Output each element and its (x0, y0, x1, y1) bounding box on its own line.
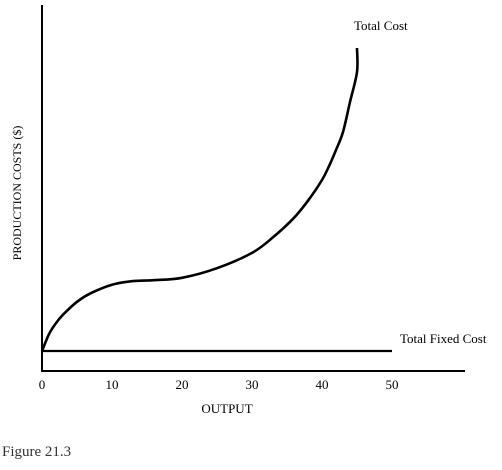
x-tick-label: 40 (316, 377, 329, 392)
figure-caption: Figure 21.3 (2, 444, 72, 460)
x-tick-label: 10 (106, 377, 119, 392)
series-label-total-cost: Total Cost (354, 18, 408, 33)
x-tick-labels: 0 10 20 30 40 50 (39, 377, 399, 392)
x-tick-label: 20 (176, 377, 189, 392)
x-tick-label: 30 (246, 377, 259, 392)
y-axis-label: PRODUCTION COSTS ($) (10, 126, 24, 261)
series-line-total-cost (40, 47, 359, 352)
series-label-total-fixed-cost: Total Fixed Cost (400, 331, 487, 346)
x-tick-label: 0 (39, 377, 46, 392)
x-axis-label: OUTPUT (201, 401, 252, 416)
x-tick-label: 50 (386, 377, 399, 392)
